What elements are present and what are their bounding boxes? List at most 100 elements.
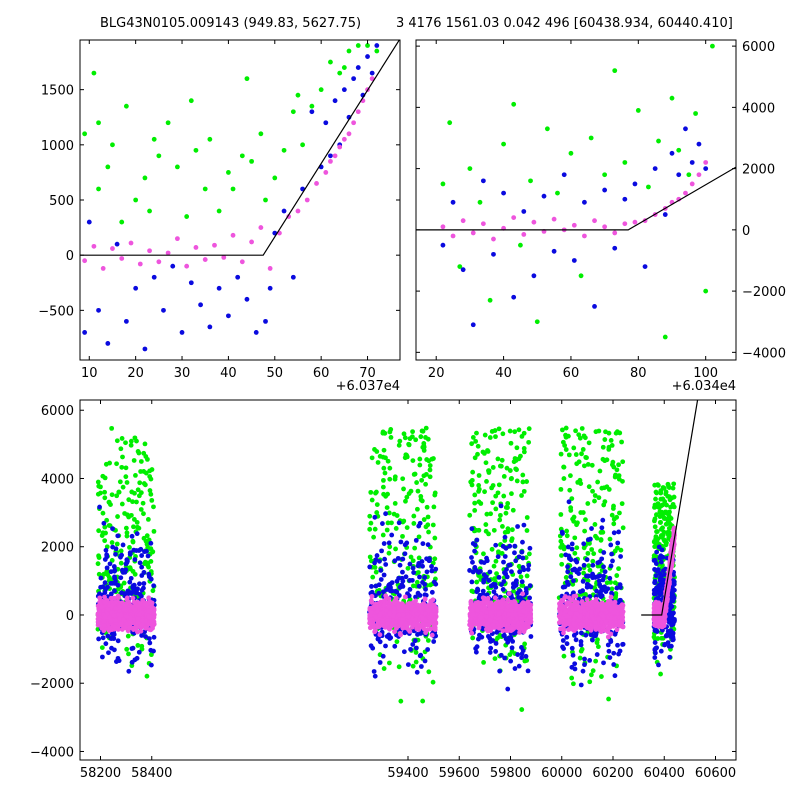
data-point-green	[95, 561, 101, 567]
data-point-blue	[493, 649, 499, 654]
data-point-magenta	[135, 616, 141, 622]
data-point-green	[151, 504, 156, 510]
data-point-green	[659, 635, 664, 641]
data-point-magenta	[108, 618, 113, 624]
data-point-blue	[400, 578, 406, 584]
data-point-blue	[115, 638, 121, 644]
data-point-blue	[655, 595, 661, 601]
data-point-blue	[420, 563, 425, 569]
data-point-green	[431, 504, 437, 510]
data-point-magenta	[249, 239, 254, 245]
x-tick-label: 70	[359, 366, 376, 381]
data-point-blue	[128, 575, 134, 581]
data-point-magenta	[440, 224, 446, 230]
data-point-magenta	[102, 614, 108, 620]
data-point-green	[662, 499, 668, 504]
data-point-green	[423, 425, 429, 431]
data-point-green	[567, 487, 573, 493]
data-point-green	[124, 480, 130, 485]
data-point-green	[106, 574, 112, 580]
data-point-magenta	[683, 190, 688, 196]
data-point-green	[514, 478, 520, 484]
data-point-blue	[139, 633, 145, 638]
data-point-green	[509, 648, 515, 654]
data-point-green	[611, 503, 616, 509]
data-point-magenta	[146, 595, 152, 601]
data-point-blue	[431, 639, 437, 644]
data-point-blue	[618, 554, 623, 559]
data-point-green	[592, 522, 598, 527]
data-point-magenta	[117, 604, 123, 610]
series-green	[440, 43, 715, 340]
data-point-blue	[424, 556, 429, 562]
data-point-green	[493, 506, 499, 512]
data-point-blue	[82, 330, 88, 335]
data-point-green	[495, 490, 501, 496]
x-tick-label: 100	[693, 366, 718, 381]
data-point-magenta	[383, 593, 389, 599]
data-point-green	[587, 567, 593, 573]
data-point-blue	[572, 661, 578, 667]
data-point-green	[490, 465, 496, 470]
data-point-green	[667, 497, 673, 503]
data-point-green	[401, 431, 407, 437]
data-point-blue	[132, 557, 138, 562]
data-point-blue	[179, 330, 185, 335]
data-point-green	[606, 447, 612, 452]
data-point-green	[586, 440, 592, 446]
data-point-green	[415, 488, 421, 494]
data-point-blue	[368, 643, 374, 649]
data-point-green	[124, 646, 130, 652]
data-point-blue	[108, 636, 114, 641]
data-point-blue	[601, 573, 607, 579]
data-point-green	[497, 512, 503, 518]
data-point-green	[693, 111, 698, 116]
data-point-green	[410, 429, 415, 435]
data-point-blue	[103, 587, 109, 592]
data-point-green	[239, 153, 245, 159]
data-point-green	[368, 520, 374, 526]
data-point-magenta	[394, 623, 400, 629]
data-point-green	[421, 443, 427, 449]
data-point-magenta	[632, 219, 638, 225]
data-point-blue	[512, 666, 518, 671]
data-point-green	[123, 474, 129, 480]
data-point-green	[143, 470, 149, 476]
x-tick-label: 10	[81, 366, 98, 381]
data-point-green	[131, 458, 137, 463]
data-point-green	[281, 147, 287, 153]
data-point-blue	[666, 614, 672, 620]
data-point-blue	[598, 584, 604, 590]
data-point-blue	[527, 595, 533, 601]
data-point-green	[602, 499, 608, 505]
data-point-green	[418, 434, 424, 440]
data-point-blue	[129, 533, 135, 539]
data-point-blue	[600, 577, 606, 583]
data-point-green	[615, 545, 620, 551]
data-point-green	[587, 679, 593, 685]
data-point-blue	[527, 545, 533, 551]
data-point-magenta	[696, 172, 702, 178]
data-point-green	[592, 493, 598, 498]
data-point-green	[597, 468, 603, 474]
data-point-blue	[412, 638, 418, 644]
data-point-blue	[133, 548, 139, 553]
data-point-magenta	[406, 614, 412, 619]
data-point-magenta	[488, 610, 494, 616]
data-point-blue	[389, 588, 395, 594]
data-point-magenta	[506, 611, 511, 617]
data-point-blue	[519, 579, 525, 585]
data-point-blue	[569, 546, 575, 552]
data-point-green	[151, 528, 157, 534]
data-point-magenta	[511, 215, 517, 221]
data-point-blue	[565, 582, 571, 587]
data-point-green	[612, 68, 618, 74]
data-point-green	[424, 504, 430, 510]
data-point-blue	[560, 531, 565, 536]
data-point-magenta	[124, 613, 130, 619]
data-point-blue	[112, 574, 117, 580]
data-point-blue	[607, 655, 613, 661]
data-point-blue	[460, 267, 466, 273]
data-point-blue	[582, 662, 587, 668]
data-point-blue	[571, 632, 577, 638]
